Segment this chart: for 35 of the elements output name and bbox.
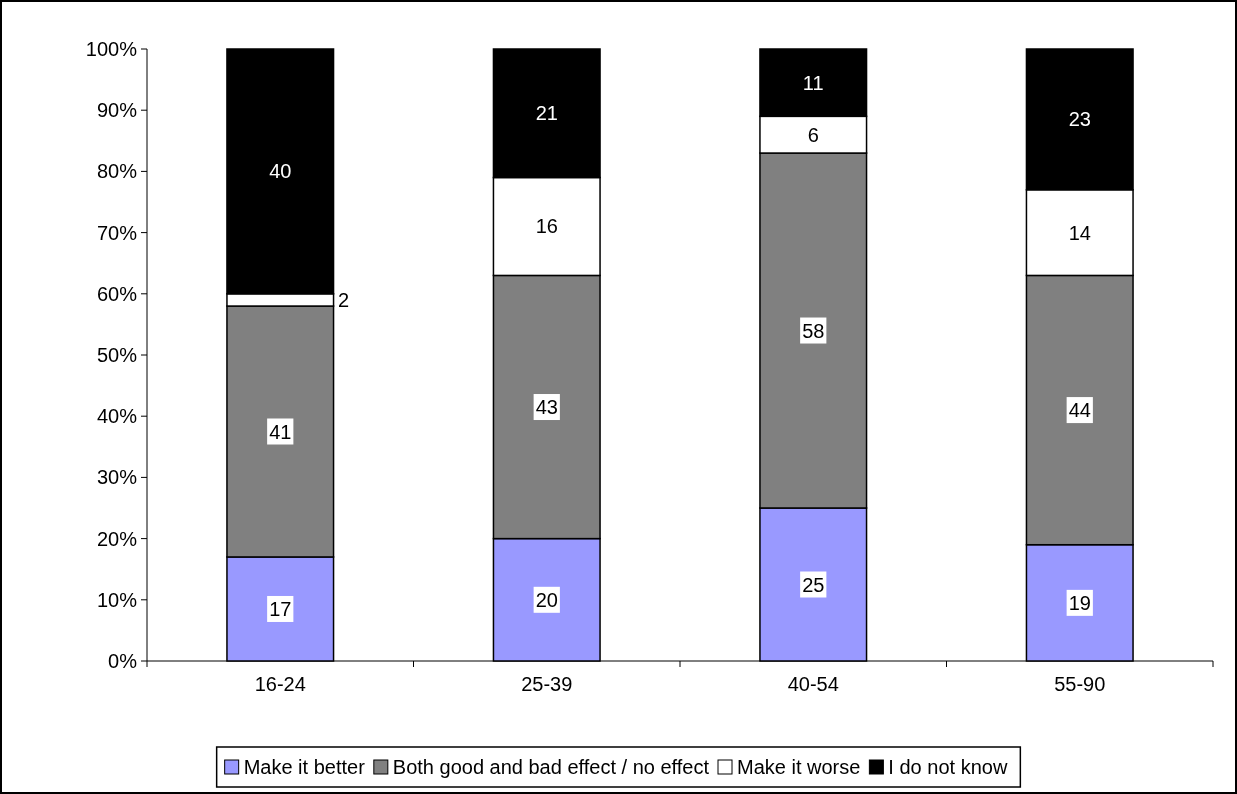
x-tick-label: 25-39 bbox=[521, 673, 573, 695]
data-label: 58 bbox=[802, 319, 825, 342]
legend-label: I do not know bbox=[888, 756, 1008, 778]
y-tick-label: 90% bbox=[96, 99, 138, 122]
legend-label: Make it worse bbox=[737, 756, 861, 778]
y-tick-label: 20% bbox=[96, 527, 138, 550]
data-label: 17 bbox=[269, 597, 292, 620]
data-label: 23 bbox=[1068, 108, 1091, 131]
data-label: 11 bbox=[802, 71, 824, 94]
data-label: 41 bbox=[269, 420, 292, 443]
data-label: 19 bbox=[1068, 591, 1091, 614]
x-tick-label: 40-54 bbox=[787, 673, 839, 695]
data-label: 2 bbox=[337, 288, 350, 311]
data-label: 44 bbox=[1068, 399, 1091, 422]
data-label: 6 bbox=[807, 123, 819, 146]
data-label: 40 bbox=[269, 160, 292, 183]
y-tick-label: 70% bbox=[96, 221, 138, 244]
y-tick-label: 40% bbox=[96, 405, 138, 428]
data-label: 25 bbox=[802, 573, 825, 596]
data-label: 21 bbox=[535, 102, 558, 125]
y-tick-label: 60% bbox=[96, 282, 138, 305]
y-tick-label: 30% bbox=[96, 466, 138, 489]
data-label: 20 bbox=[535, 588, 558, 611]
data-label: 16 bbox=[535, 215, 558, 238]
legend-label: Make it better bbox=[243, 756, 366, 778]
data-label: 14 bbox=[1068, 221, 1091, 244]
legend-label: Both good and bad effect / no effect bbox=[392, 756, 710, 778]
y-tick-label: 80% bbox=[96, 160, 138, 183]
y-tick-label: 10% bbox=[96, 588, 138, 611]
y-tick-label: 0% bbox=[108, 650, 138, 672]
x-tick-label: 16-24 bbox=[254, 673, 306, 695]
data-label: 43 bbox=[535, 396, 558, 419]
x-tick-label: 55-90 bbox=[1054, 673, 1106, 695]
y-tick-label: 50% bbox=[96, 344, 138, 366]
y-tick-label: 100% bbox=[85, 38, 138, 60]
